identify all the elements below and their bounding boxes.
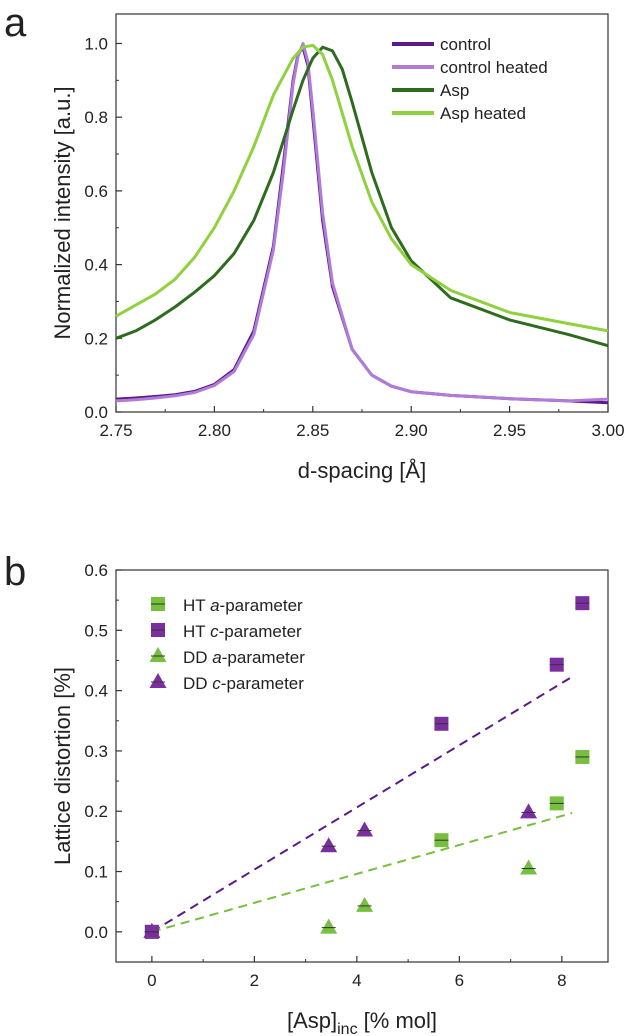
series-line-control (115, 45, 609, 405)
y-tick-label-b: 0.6 (84, 561, 108, 580)
data-point-triangle (320, 918, 338, 934)
legend-label-b: HT c-parameter (183, 622, 302, 641)
legend-label-prefix: DD (183, 674, 212, 693)
y-tick-label-b: 0.1 (84, 863, 108, 882)
panel-a-letter: a (4, 1, 27, 45)
legend-label-param: a (212, 648, 221, 667)
legend-marker-b (149, 647, 167, 662)
x-tick-label-b: 2 (250, 971, 259, 990)
x-tick-label-a: 2.80 (198, 421, 231, 440)
y-tick-label-a: 0.4 (84, 256, 108, 275)
legend-marker-b (149, 673, 167, 688)
series-line-asp-heated (115, 43, 609, 333)
legend-label-a: control (440, 35, 491, 54)
legend-label-param: c (212, 674, 221, 693)
y-axis-title-b: Lattice distortion [%] (50, 667, 75, 865)
data-point-triangle (356, 821, 374, 837)
series-line-asp (115, 45, 609, 348)
series-line-control-heated (115, 42, 609, 403)
x-axis-title-sub: inc (337, 1021, 357, 1036)
x-tick-label-a: 2.90 (395, 421, 428, 440)
x-tick-label-a: 2.95 (493, 421, 526, 440)
x-axis-title-a: d-spacing [Å] (298, 458, 426, 483)
data-point-triangle (520, 803, 538, 819)
legend-label-suffix: -parameter (222, 648, 305, 667)
y-tick-label-b: 0.5 (84, 621, 108, 640)
legend-label-suffix: -parameter (219, 622, 302, 641)
y-tick-label-b: 0.0 (84, 923, 108, 942)
x-tick-label-b: 4 (352, 971, 361, 990)
y-tick-label-a: 0.2 (84, 329, 108, 348)
y-tick-label-a: 1.0 (84, 34, 108, 53)
x-tick-label-a: 2.75 (99, 421, 132, 440)
y-tick-label-a: 0.8 (84, 108, 108, 127)
fit-line-a-parameter (151, 812, 573, 933)
y-tick-label-b: 0.4 (84, 682, 108, 701)
panel-b-letter: b (4, 550, 26, 594)
x-axis-title-b: [Asp]inc [% mol] (287, 1008, 437, 1036)
legend-label-a: Asp (440, 81, 469, 100)
data-point-triangle (520, 859, 538, 875)
y-tick-label-b: 0.3 (84, 742, 108, 761)
chart-b: 0 2 4 6 8 0.0 0.1 0.2 0.3 0.4 0.5 0.6 [Asp]inc [% mo… (50, 561, 609, 1036)
x-axis-title-tail: [% mol] (358, 1008, 437, 1033)
legend-label-b: DD c-parameter (183, 674, 304, 693)
legend-label-a: Asp heated (440, 104, 526, 123)
legend-label-param: a (210, 596, 219, 615)
legend-label-b: HT a-parameter (183, 596, 303, 615)
legend-label-prefix: HT (183, 596, 210, 615)
x-tick-label-a: 2.85 (296, 421, 329, 440)
x-tick-label-b: 0 (147, 971, 156, 990)
x-tick-label-b: 6 (455, 971, 464, 990)
y-tick-label-a: 0.6 (84, 182, 108, 201)
data-point-triangle (143, 922, 161, 938)
legend-label-param: c (210, 622, 219, 641)
data-point-triangle (320, 837, 338, 853)
x-tick-label-b: 8 (557, 971, 566, 990)
chart-a: 2.75 2.80 2.85 2.90 2.95 3.00 0.0 0.2 0.4 0.6 0.8 1… (50, 13, 625, 483)
y-axis-title-a: Normalized intensity [a.u.] (50, 86, 75, 339)
x-axis-title-main: [Asp] (287, 1008, 337, 1033)
legend-label-suffix: -parameter (220, 596, 303, 615)
legend-label-b: DD a-parameter (183, 648, 305, 667)
fit-line-c-parameter (151, 675, 573, 933)
y-tick-label-a: 0.0 (84, 403, 108, 422)
legend-label-suffix: -parameter (221, 674, 304, 693)
data-point-triangle (356, 896, 374, 912)
legend-label-a: control heated (440, 58, 548, 77)
y-tick-label-b: 0.2 (84, 802, 108, 821)
plot-frame-b (115, 569, 609, 963)
legend-label-prefix: HT (183, 622, 210, 641)
legend-label-prefix: DD (183, 648, 212, 667)
x-tick-label-a: 3.00 (591, 421, 624, 440)
